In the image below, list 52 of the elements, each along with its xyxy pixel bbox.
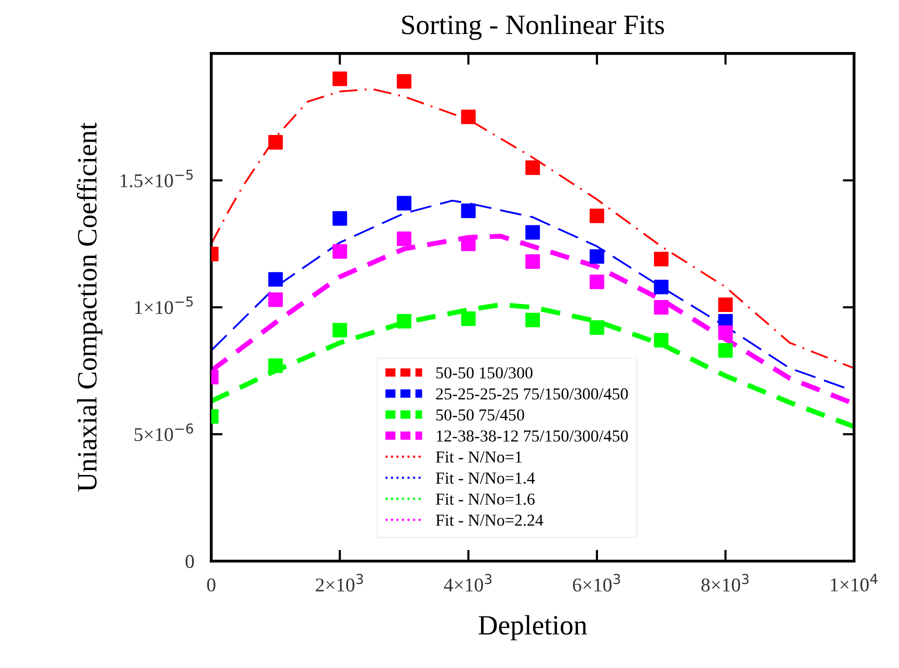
point — [718, 297, 733, 312]
legend-label: Fit - N/No=1.4 — [436, 472, 535, 484]
legend-label: 12-38-38-12 75/150/300/450 — [436, 430, 628, 442]
y-tick-label: 0 — [186, 554, 194, 568]
point — [525, 254, 540, 269]
point — [461, 204, 476, 218]
point — [590, 274, 604, 290]
legend-label: 50-50 75/450 — [436, 409, 524, 421]
point — [396, 196, 412, 210]
point — [332, 244, 348, 259]
point — [332, 322, 348, 338]
x-tick-label: 1×10$^{4}$ — [830, 574, 878, 592]
point — [590, 320, 604, 335]
point — [396, 314, 412, 329]
y-tick-label: 1.5×10$^{−5}$ — [120, 170, 193, 188]
point — [654, 332, 668, 348]
point — [590, 249, 604, 264]
point — [396, 231, 412, 246]
point — [268, 292, 283, 307]
point — [396, 74, 412, 89]
x-axis-title: Depletion — [478, 615, 588, 640]
legend-label: 25-25-25-25 75/150/300/450 — [436, 388, 628, 400]
point — [461, 110, 476, 124]
legend-label: Fit - N/No=2.24 — [436, 514, 544, 526]
point — [590, 208, 604, 224]
point — [525, 225, 540, 240]
point — [332, 72, 348, 86]
x-tick-label: 4×10$^{3}$ — [444, 574, 492, 592]
point — [525, 160, 540, 175]
x-tick-label: 2×10$^{3}$ — [316, 574, 363, 592]
point — [654, 300, 668, 315]
point — [332, 211, 348, 226]
y-axis-title: Uniaxial Compaction Coefficient — [76, 122, 102, 492]
chart-title: Sorting - Nonlinear Fits — [402, 14, 664, 40]
line-series — [211, 302, 854, 430]
point — [461, 311, 476, 326]
point — [525, 312, 540, 328]
legend-label: Fit - N/No=1 — [436, 451, 522, 463]
point — [718, 343, 733, 358]
x-tick-label: 0 — [207, 578, 216, 592]
legend-label: Fit - N/No=1.6 — [436, 494, 535, 505]
x-tick-label: 6×10$^{3}$ — [572, 574, 620, 592]
point — [268, 135, 283, 150]
point — [654, 252, 668, 266]
point — [654, 280, 668, 294]
point — [268, 358, 283, 373]
y-tick-label: 1×10$^{−5}$ — [135, 296, 193, 314]
y-tick-label: 5×10$^{−6}$ — [134, 423, 194, 442]
point — [718, 325, 733, 340]
legend-label: 50-50 150/300 — [436, 367, 532, 378]
x-tick-label: 8×10$^{3}$ — [701, 574, 749, 592]
point — [268, 272, 283, 287]
